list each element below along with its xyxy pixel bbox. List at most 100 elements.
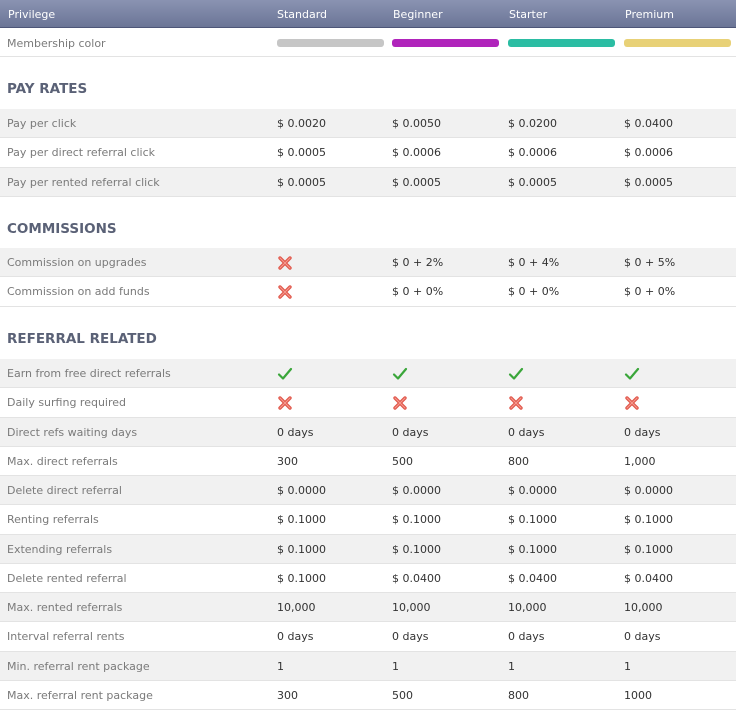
cell-value: $ 0.0005	[277, 176, 326, 189]
cell-value: $ 0.0005	[624, 176, 673, 189]
cell-value: 0 days	[277, 426, 314, 439]
cell-value: $ 0.0400	[392, 572, 441, 585]
header-privilege: Privilege	[8, 8, 56, 21]
cell-value: $ 0.1000	[392, 543, 441, 556]
cell-value: 10,000	[624, 601, 663, 614]
cell-value: 1	[624, 660, 631, 673]
row-label: Extending referrals	[7, 543, 113, 556]
membership-color-row: Membership color	[0, 28, 736, 57]
cell-value: 0 days	[392, 426, 429, 439]
cell-value: 0 days	[277, 630, 314, 643]
cell-value: $ 0.0200	[508, 117, 557, 130]
table-row: Max. rented referrals 10,000 10,000 10,000 1…	[0, 593, 736, 622]
x-icon	[508, 395, 524, 411]
cell-value: $ 0.1000	[508, 513, 557, 526]
cell-value: $ 0.1000	[508, 543, 557, 556]
cell-value: $ 0 + 0%	[624, 285, 676, 298]
row-label: Delete rented referral	[7, 572, 127, 585]
cell-value: $ 0.1000	[277, 543, 326, 556]
cell-value: 1000	[624, 689, 652, 702]
cell-value: 0 days	[508, 426, 545, 439]
row-label: Pay per direct referral click	[7, 146, 156, 159]
table-row: Direct refs waiting days 0 days 0 days 0 da…	[0, 418, 736, 447]
cell-value: $ 0.0006	[392, 146, 441, 159]
row-label: Max. referral rent package	[7, 689, 153, 702]
table-row: Max. direct referrals 300 500 800 1,000	[0, 447, 736, 476]
table-row: Daily surfing required	[0, 388, 736, 418]
cell-value: $ 0.0000	[277, 484, 326, 497]
cell-value: 0 days	[392, 630, 429, 643]
table-row: Interval referral rents 0 days 0 days 0 day…	[0, 622, 736, 652]
header-standard: Standard	[277, 8, 328, 21]
cell-value: 1,000	[624, 455, 656, 468]
color-bar-premium	[624, 39, 731, 47]
table-row: Pay per rented referral click $ 0.0005 $ 0…	[0, 168, 736, 197]
cell-value: 0 days	[624, 426, 661, 439]
row-label: Min. referral rent package	[7, 660, 150, 673]
row-label: Pay per rented referral click	[7, 176, 160, 189]
table-row: Renting referrals $ 0.1000 $ 0.1000 $ 0.100…	[0, 505, 736, 535]
cell-value: 10,000	[508, 601, 547, 614]
cell-value: $ 0 + 4%	[508, 256, 560, 269]
cell-value: 0 days	[508, 630, 545, 643]
color-bar-starter	[508, 39, 615, 47]
cell-value: $ 0.0005	[277, 146, 326, 159]
cell-value: 800	[508, 689, 529, 702]
cell-value: $ 0.0050	[392, 117, 441, 130]
cell-value: $ 0.0400	[624, 117, 673, 130]
header-premium: Premium	[625, 8, 674, 21]
cell-value: $ 0 + 0%	[508, 285, 560, 298]
table-row: Delete direct referral $ 0.0000 $ 0.0000 $ …	[0, 476, 736, 505]
membership-color-label: Membership color	[7, 37, 106, 50]
row-label: Max. rented referrals	[7, 601, 123, 614]
table-row: Pay per click $ 0.0020 $ 0.0050 $ 0.0200 $ 0…	[0, 109, 736, 138]
cell-value: $ 0.0400	[508, 572, 557, 585]
row-label: Commission on upgrades	[7, 256, 147, 269]
cell-value: 10,000	[392, 601, 431, 614]
cell-value: $ 0.0000	[508, 484, 557, 497]
cell-value: $ 0.1000	[624, 513, 673, 526]
cell-value: $ 0.1000	[277, 513, 326, 526]
cell-value: $ 0.0400	[624, 572, 673, 585]
cell-value: 300	[277, 455, 298, 468]
cell-value: 1	[508, 660, 515, 673]
color-bar-standard	[277, 39, 384, 47]
cell-value: 500	[392, 455, 413, 468]
row-label: Max. direct referrals	[7, 455, 118, 468]
row-label: Earn from free direct referrals	[7, 367, 171, 380]
cell-value: 10,000	[277, 601, 316, 614]
cell-value: $ 0.0020	[277, 117, 326, 130]
cell-value: 1	[277, 660, 284, 673]
cell-value: 800	[508, 455, 529, 468]
check-icon	[624, 366, 640, 382]
table-row: Pay per direct referral click $ 0.0005 $ 0…	[0, 138, 736, 168]
x-icon	[392, 395, 408, 411]
table-row: Min. referral rent package 1 1 1 1	[0, 652, 736, 681]
color-bar-beginner	[392, 39, 499, 47]
row-label: Renting referrals	[7, 513, 99, 526]
row-label: Direct refs waiting days	[7, 426, 138, 439]
table-header: Privilege Standard Beginner Starter Prem…	[0, 0, 736, 28]
row-label: Commission on add funds	[7, 285, 150, 298]
cell-value: 500	[392, 689, 413, 702]
cell-value: $ 0 + 0%	[392, 285, 444, 298]
cell-value: $ 0.0006	[508, 146, 557, 159]
x-icon	[277, 284, 293, 300]
row-label: Delete direct referral	[7, 484, 122, 497]
header-starter: Starter	[509, 8, 548, 21]
x-icon	[277, 255, 293, 271]
cell-value: 0 days	[624, 630, 661, 643]
cell-value: $ 0.1000	[392, 513, 441, 526]
cell-value: $ 0.0005	[392, 176, 441, 189]
x-icon	[624, 395, 640, 411]
header-beginner: Beginner	[393, 8, 443, 21]
cell-value: $ 0 + 5%	[624, 256, 676, 269]
cell-value: 1	[392, 660, 399, 673]
cell-value: $ 0.0005	[508, 176, 557, 189]
cell-value: $ 0 + 2%	[392, 256, 444, 269]
section-title: REFERRAL RELATED	[7, 331, 157, 347]
table-row: Extending referrals $ 0.1000 $ 0.1000 $ 0.1…	[0, 535, 736, 564]
cell-value: $ 0.1000	[277, 572, 326, 585]
table-row: Commission on add funds $ 0 + 0% $ 0 + 0% $…	[0, 277, 736, 307]
cell-value: $ 0.1000	[624, 543, 673, 556]
